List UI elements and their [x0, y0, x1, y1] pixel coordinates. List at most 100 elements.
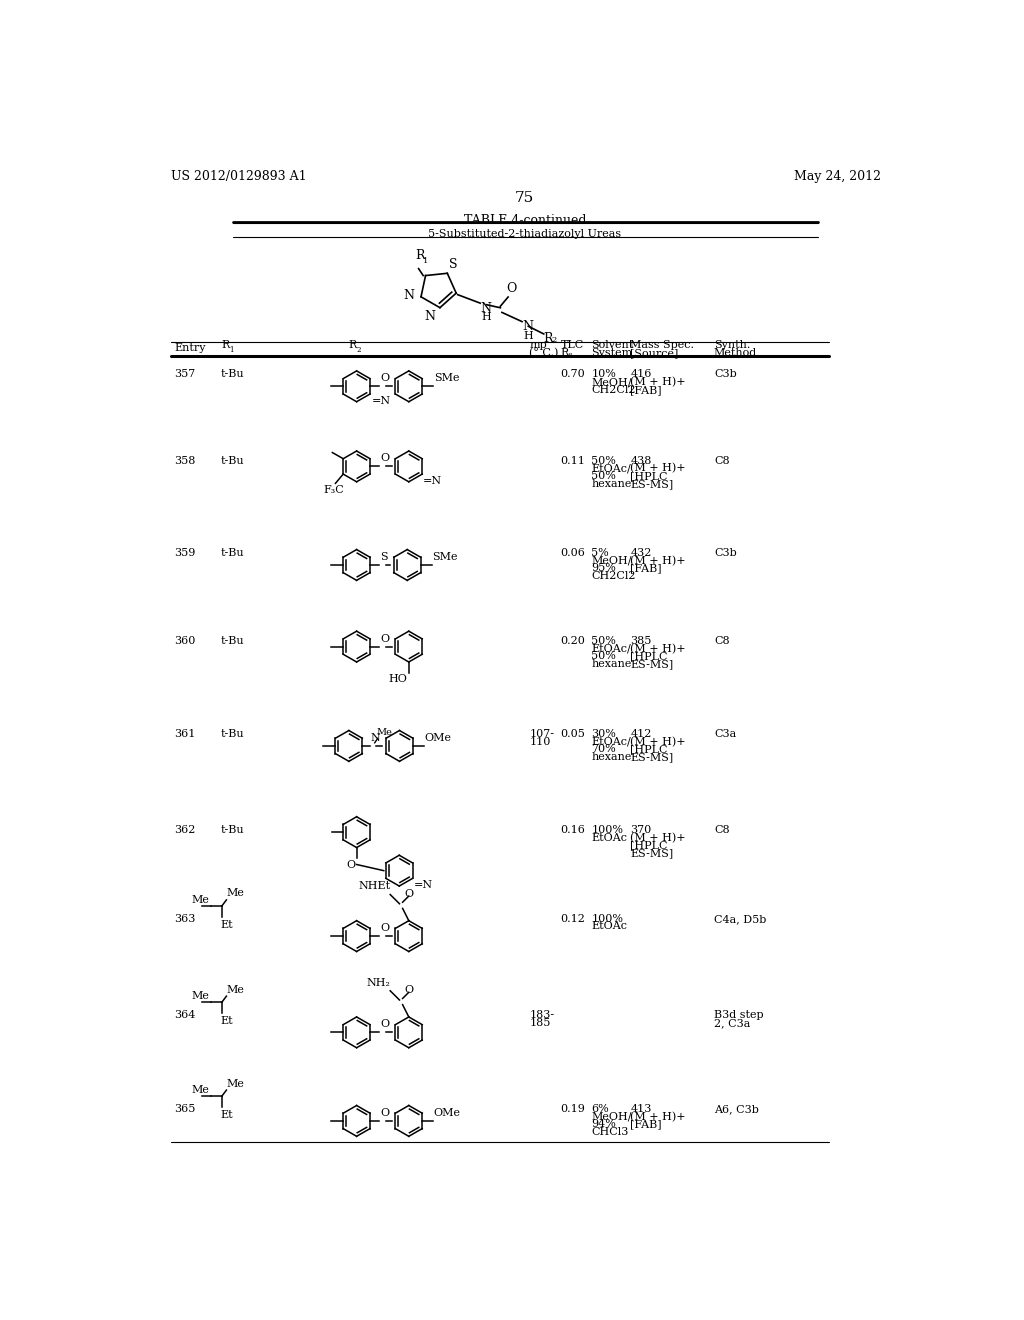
- Text: 365: 365: [174, 1104, 196, 1114]
- Text: Mass Spec.: Mass Spec.: [630, 341, 694, 350]
- Text: H: H: [481, 313, 492, 322]
- Text: Me: Me: [226, 1078, 245, 1089]
- Text: 2, C3a: 2, C3a: [714, 1018, 751, 1028]
- Text: S: S: [449, 257, 458, 271]
- Text: [HPLC: [HPLC: [630, 744, 668, 754]
- Text: 0.16: 0.16: [560, 825, 586, 836]
- Text: C8: C8: [714, 825, 729, 836]
- Text: (° C.): (° C.): [529, 348, 559, 359]
- Text: May 24, 2012: May 24, 2012: [795, 170, 882, 183]
- Text: 413: 413: [630, 1104, 651, 1114]
- Text: 5-Substituted-2-thiadiazolyl Ureas: 5-Substituted-2-thiadiazolyl Ureas: [428, 230, 622, 239]
- Text: 50%: 50%: [592, 455, 616, 466]
- Text: Entry: Entry: [174, 343, 206, 354]
- Text: S: S: [380, 552, 388, 562]
- Text: 416: 416: [630, 370, 651, 379]
- Text: Et: Et: [220, 1110, 232, 1121]
- Text: O: O: [380, 374, 389, 383]
- Text: 364: 364: [174, 1010, 196, 1020]
- Text: Et: Et: [220, 920, 232, 929]
- Text: N: N: [424, 310, 435, 323]
- Text: 30%: 30%: [592, 729, 616, 739]
- Text: 1: 1: [423, 257, 429, 265]
- Text: [HPLC: [HPLC: [630, 471, 668, 480]
- Text: 0.05: 0.05: [560, 729, 586, 739]
- Text: O: O: [507, 282, 517, 296]
- Text: N: N: [522, 319, 534, 333]
- Text: 95%: 95%: [592, 564, 616, 573]
- Text: MeOH/: MeOH/: [592, 1111, 632, 1122]
- Text: H: H: [523, 331, 534, 341]
- Text: (M + H)+: (M + H)+: [630, 644, 686, 653]
- Text: [Source]: [Source]: [630, 348, 679, 358]
- Text: 357: 357: [174, 370, 196, 379]
- Text: 50%: 50%: [592, 471, 616, 480]
- Text: MeOH/: MeOH/: [592, 378, 632, 387]
- Text: CHCl3: CHCl3: [592, 1127, 629, 1137]
- Text: CH2Cl2: CH2Cl2: [592, 572, 636, 581]
- Text: US 2012/0129893 A1: US 2012/0129893 A1: [171, 170, 306, 183]
- Text: O: O: [404, 890, 414, 899]
- Text: C3a: C3a: [714, 729, 736, 739]
- Text: EtOAc/: EtOAc/: [592, 737, 631, 747]
- Text: 110: 110: [529, 737, 551, 747]
- Text: [FAB]: [FAB]: [630, 564, 662, 573]
- Text: (M + H)+: (M + H)+: [630, 556, 686, 566]
- Text: HO: HO: [388, 675, 408, 684]
- Text: 412: 412: [630, 729, 651, 739]
- Text: 438: 438: [630, 455, 651, 466]
- Text: C3b: C3b: [714, 548, 736, 558]
- Text: t-Bu: t-Bu: [221, 548, 245, 558]
- Text: ES-MS]: ES-MS]: [630, 849, 674, 858]
- Text: (M + H)+: (M + H)+: [630, 1111, 686, 1122]
- Text: mp: mp: [529, 341, 547, 350]
- Text: (M + H)+: (M + H)+: [630, 378, 686, 387]
- Text: R: R: [416, 248, 425, 261]
- Text: 75: 75: [515, 191, 535, 205]
- Text: 0.06: 0.06: [560, 548, 586, 558]
- Text: Synth.: Synth.: [714, 341, 751, 350]
- Text: ES-MS]: ES-MS]: [630, 659, 674, 669]
- Text: Rₑ: Rₑ: [560, 348, 573, 358]
- Text: =N: =N: [415, 880, 433, 890]
- Text: [FAB]: [FAB]: [630, 1119, 662, 1130]
- Text: 50%: 50%: [592, 651, 616, 661]
- Text: OMe: OMe: [434, 1107, 461, 1118]
- Text: 0.12: 0.12: [560, 913, 586, 924]
- Text: t-Bu: t-Bu: [221, 825, 245, 836]
- Text: SMe: SMe: [434, 374, 460, 383]
- Text: 107-: 107-: [529, 729, 554, 739]
- Text: NH₂: NH₂: [367, 978, 390, 987]
- Text: 432: 432: [630, 548, 651, 558]
- Text: N: N: [403, 289, 415, 302]
- Text: O: O: [404, 986, 414, 995]
- Text: C8: C8: [714, 636, 729, 645]
- Text: Me: Me: [191, 1085, 209, 1094]
- Text: 0.11: 0.11: [560, 455, 586, 466]
- Text: (M + H)+: (M + H)+: [630, 833, 686, 843]
- Text: R: R: [544, 333, 553, 346]
- Text: t-Bu: t-Bu: [221, 370, 245, 379]
- Text: 10%: 10%: [592, 370, 616, 379]
- Text: N: N: [371, 733, 381, 743]
- Text: SMe: SMe: [432, 552, 458, 562]
- Text: 70%: 70%: [592, 744, 616, 754]
- Text: hexane: hexane: [592, 479, 632, 488]
- Text: System: System: [592, 348, 633, 358]
- Text: O: O: [380, 634, 389, 644]
- Text: t-Bu: t-Bu: [221, 636, 245, 645]
- Text: TABLE 4-continued: TABLE 4-continued: [464, 214, 586, 227]
- Text: 385: 385: [630, 636, 651, 645]
- Text: 0.19: 0.19: [560, 1104, 586, 1114]
- Text: t-Bu: t-Bu: [221, 455, 245, 466]
- Text: TLC: TLC: [560, 341, 584, 350]
- Text: N: N: [480, 301, 492, 314]
- Text: 100%: 100%: [592, 825, 624, 836]
- Text: ES-MS]: ES-MS]: [630, 752, 674, 762]
- Text: =N: =N: [372, 396, 391, 407]
- Text: [HPLC: [HPLC: [630, 841, 668, 850]
- Text: hexane: hexane: [592, 659, 632, 669]
- Text: A6, C3b: A6, C3b: [714, 1104, 759, 1114]
- Text: C4a, D5b: C4a, D5b: [714, 913, 766, 924]
- Text: t-Bu: t-Bu: [221, 729, 245, 739]
